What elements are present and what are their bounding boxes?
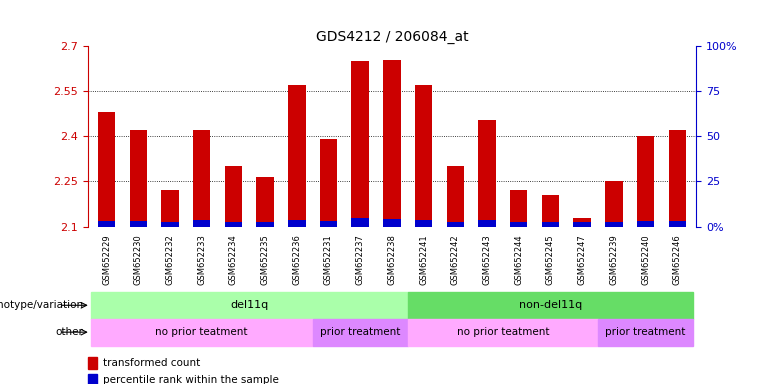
- Text: percentile rank within the sample: percentile rank within the sample: [103, 375, 279, 384]
- Bar: [129, 130, 147, 227]
- Text: prior treatment: prior treatment: [606, 327, 686, 337]
- Bar: [384, 60, 400, 227]
- Bar: [598, 319, 693, 346]
- Bar: [384, 219, 400, 227]
- Bar: [320, 139, 337, 227]
- Bar: [447, 166, 464, 227]
- Bar: [574, 218, 591, 227]
- Bar: [637, 221, 654, 227]
- Bar: [479, 120, 495, 227]
- Bar: [224, 166, 242, 227]
- Bar: [415, 220, 432, 227]
- Bar: [408, 292, 693, 319]
- Bar: [669, 130, 686, 227]
- Text: genotype/variation: genotype/variation: [0, 300, 84, 310]
- Bar: [288, 220, 305, 227]
- Bar: [479, 220, 495, 227]
- Bar: [288, 85, 305, 227]
- Bar: [542, 222, 559, 227]
- Bar: [510, 190, 527, 227]
- Bar: [605, 222, 622, 227]
- Bar: [313, 319, 408, 346]
- Bar: [415, 85, 432, 227]
- Bar: [193, 130, 210, 227]
- Bar: [352, 61, 369, 227]
- Bar: [91, 292, 408, 319]
- Text: non-del11q: non-del11q: [519, 300, 582, 310]
- Bar: [352, 218, 369, 227]
- Bar: [193, 220, 210, 227]
- Bar: [98, 221, 115, 227]
- Bar: [408, 319, 598, 346]
- Bar: [161, 190, 179, 227]
- Bar: [637, 136, 654, 227]
- Title: GDS4212 / 206084_at: GDS4212 / 206084_at: [316, 30, 468, 44]
- Bar: [161, 222, 179, 227]
- Bar: [256, 222, 274, 227]
- Text: other: other: [56, 327, 84, 337]
- Bar: [447, 222, 464, 227]
- Text: del11q: del11q: [230, 300, 269, 310]
- Bar: [256, 177, 274, 227]
- Bar: [574, 222, 591, 227]
- Text: transformed count: transformed count: [103, 358, 201, 368]
- Bar: [91, 319, 313, 346]
- Text: no prior teatment: no prior teatment: [155, 327, 248, 337]
- Bar: [129, 220, 147, 227]
- Bar: [542, 195, 559, 227]
- Bar: [224, 222, 242, 227]
- Bar: [98, 112, 115, 227]
- Bar: [605, 182, 622, 227]
- Bar: [510, 222, 527, 227]
- Text: prior treatment: prior treatment: [320, 327, 400, 337]
- Text: no prior teatment: no prior teatment: [457, 327, 549, 337]
- Bar: [669, 221, 686, 227]
- Bar: [320, 221, 337, 227]
